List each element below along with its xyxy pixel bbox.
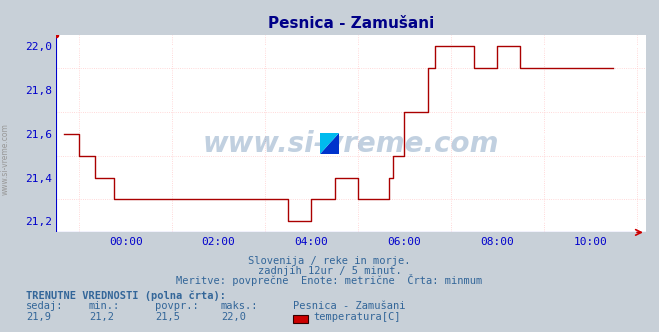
Text: 21,9: 21,9 (26, 312, 51, 322)
Polygon shape (320, 133, 339, 154)
Text: www.si-vreme.com: www.si-vreme.com (1, 124, 10, 195)
Text: 22,0: 22,0 (221, 312, 246, 322)
Text: Meritve: povprečne  Enote: metrične  Črta: minmum: Meritve: povprečne Enote: metrične Črta:… (177, 274, 482, 286)
Text: maks.:: maks.: (221, 301, 258, 311)
Text: zadnjih 12ur / 5 minut.: zadnjih 12ur / 5 minut. (258, 266, 401, 276)
Text: povpr.:: povpr.: (155, 301, 198, 311)
Text: temperatura[C]: temperatura[C] (313, 312, 401, 322)
Text: Slovenija / reke in morje.: Slovenija / reke in morje. (248, 256, 411, 266)
Text: 21,5: 21,5 (155, 312, 180, 322)
Polygon shape (320, 133, 339, 154)
Text: www.si-vreme.com: www.si-vreme.com (203, 129, 499, 157)
Text: TRENUTNE VREDNOSTI (polna črta):: TRENUTNE VREDNOSTI (polna črta): (26, 290, 226, 301)
Text: Pesnica - Zamušani: Pesnica - Zamušani (293, 301, 406, 311)
Text: 21,2: 21,2 (89, 312, 114, 322)
Title: Pesnica - Zamušani: Pesnica - Zamušani (268, 16, 434, 31)
Text: sedaj:: sedaj: (26, 301, 64, 311)
Text: min.:: min.: (89, 301, 120, 311)
